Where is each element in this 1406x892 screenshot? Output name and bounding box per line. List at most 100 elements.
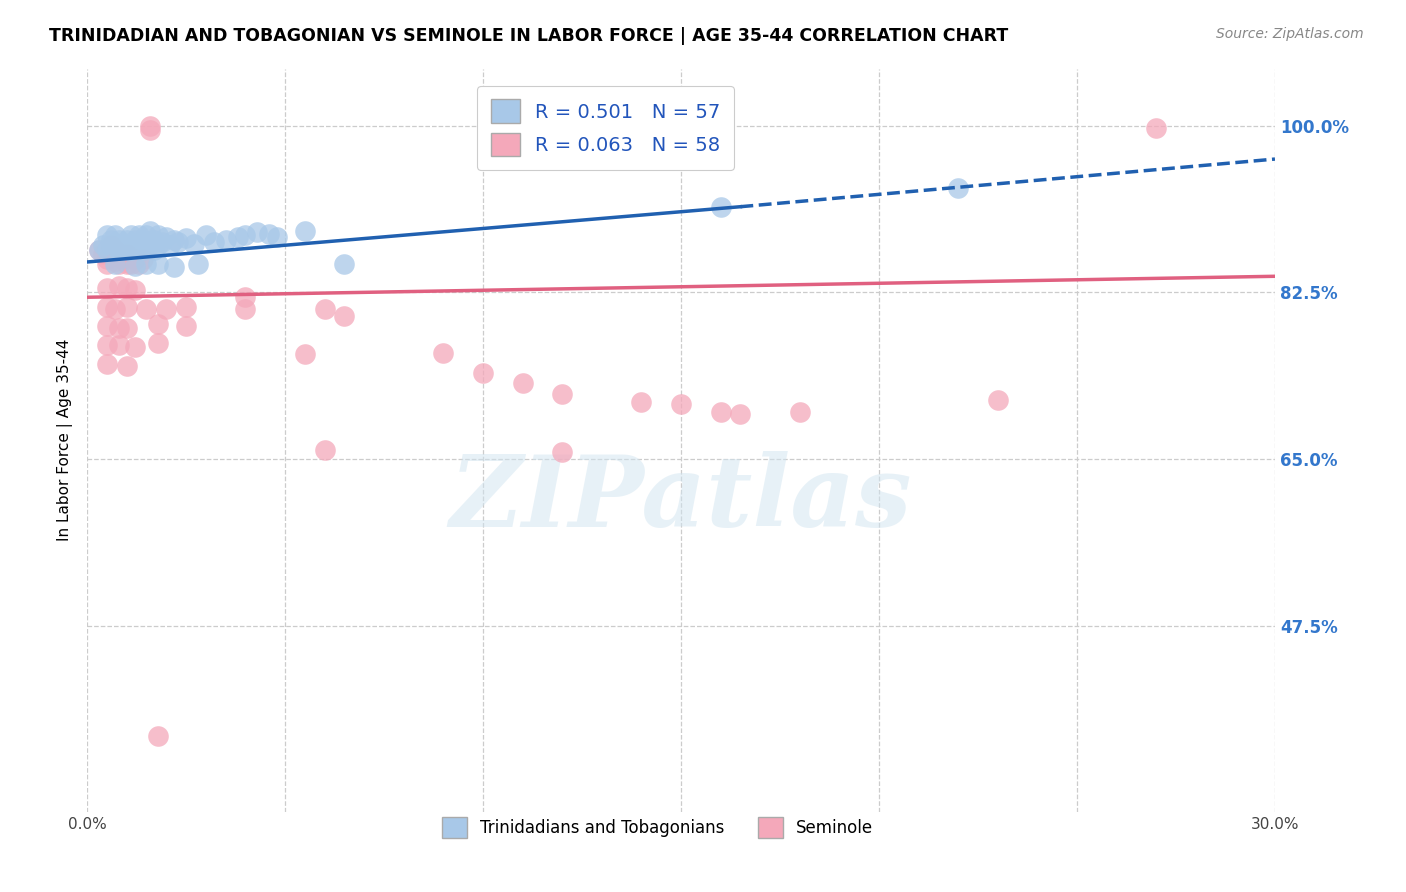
Point xyxy=(124,259,146,273)
Point xyxy=(115,243,138,257)
Point xyxy=(314,442,336,457)
Point xyxy=(120,243,142,257)
Point xyxy=(163,260,186,274)
Point xyxy=(143,233,166,247)
Point xyxy=(96,357,118,371)
Point xyxy=(107,320,129,334)
Point xyxy=(115,300,138,314)
Point xyxy=(124,340,146,354)
Point xyxy=(115,233,138,247)
Point xyxy=(148,257,170,271)
Point xyxy=(87,243,110,257)
Point xyxy=(120,237,142,252)
Text: ZIPatlas: ZIPatlas xyxy=(450,451,912,548)
Point xyxy=(710,200,733,214)
Point xyxy=(235,290,257,304)
Point xyxy=(174,300,197,314)
Point xyxy=(135,228,157,243)
Point xyxy=(135,301,157,316)
Point xyxy=(104,237,127,252)
Point xyxy=(139,237,162,252)
Point xyxy=(124,233,146,247)
Text: TRINIDADIAN AND TOBAGONIAN VS SEMINOLE IN LABOR FORCE | AGE 35-44 CORRELATION CH: TRINIDADIAN AND TOBAGONIAN VS SEMINOLE I… xyxy=(49,27,1008,45)
Point xyxy=(167,235,190,249)
Point xyxy=(107,247,129,261)
Point xyxy=(104,301,127,316)
Point xyxy=(96,300,118,314)
Point xyxy=(96,318,118,333)
Point xyxy=(91,247,114,261)
Point xyxy=(111,252,134,266)
Point xyxy=(115,257,138,271)
Point xyxy=(159,237,181,252)
Point xyxy=(174,318,197,333)
Point xyxy=(139,223,162,237)
Point xyxy=(150,235,173,249)
Point xyxy=(104,257,127,271)
Point xyxy=(155,230,177,244)
Point xyxy=(139,123,162,137)
Point xyxy=(124,283,146,297)
Point xyxy=(148,336,170,351)
Point xyxy=(91,237,114,252)
Point xyxy=(314,301,336,316)
Point xyxy=(143,243,166,257)
Point xyxy=(107,233,129,247)
Point xyxy=(115,320,138,334)
Point xyxy=(202,235,225,249)
Point xyxy=(551,444,574,458)
Point xyxy=(148,228,170,243)
Point xyxy=(104,243,127,257)
Point xyxy=(135,257,157,271)
Point xyxy=(100,237,122,252)
Legend: Trinidadians and Tobagonians, Seminole: Trinidadians and Tobagonians, Seminole xyxy=(434,811,880,845)
Point xyxy=(135,237,157,252)
Point xyxy=(148,237,170,252)
Point xyxy=(730,407,752,421)
Point xyxy=(100,233,122,247)
Point xyxy=(96,281,118,295)
Point xyxy=(512,376,534,390)
Point xyxy=(124,252,146,266)
Point xyxy=(107,257,129,271)
Point xyxy=(710,404,733,418)
Point xyxy=(226,230,249,244)
Point xyxy=(120,257,142,271)
Point xyxy=(246,226,269,240)
Point xyxy=(789,404,811,418)
Point xyxy=(333,310,356,324)
Point xyxy=(96,243,118,257)
Point xyxy=(131,252,153,266)
Point xyxy=(194,228,217,243)
Point xyxy=(96,257,118,271)
Point xyxy=(235,301,257,316)
Point xyxy=(946,180,969,194)
Point xyxy=(87,243,110,257)
Point xyxy=(294,347,316,361)
Point xyxy=(235,228,257,243)
Point xyxy=(120,228,142,243)
Point xyxy=(100,237,122,252)
Point xyxy=(551,387,574,401)
Point xyxy=(115,237,138,252)
Point xyxy=(266,230,288,244)
Point xyxy=(115,359,138,373)
Point xyxy=(96,228,118,243)
Point xyxy=(294,225,316,239)
Point xyxy=(131,233,153,247)
Point xyxy=(1144,120,1167,135)
Point xyxy=(987,393,1010,408)
Point xyxy=(131,243,153,257)
Point xyxy=(472,367,495,381)
Point xyxy=(155,301,177,316)
Point xyxy=(432,345,454,359)
Point xyxy=(183,236,205,251)
Point xyxy=(257,227,280,242)
Point xyxy=(139,119,162,133)
Point xyxy=(115,281,138,295)
Point xyxy=(669,397,692,411)
Point xyxy=(111,237,134,252)
Point xyxy=(96,252,118,266)
Point xyxy=(107,278,129,293)
Point xyxy=(124,237,146,252)
